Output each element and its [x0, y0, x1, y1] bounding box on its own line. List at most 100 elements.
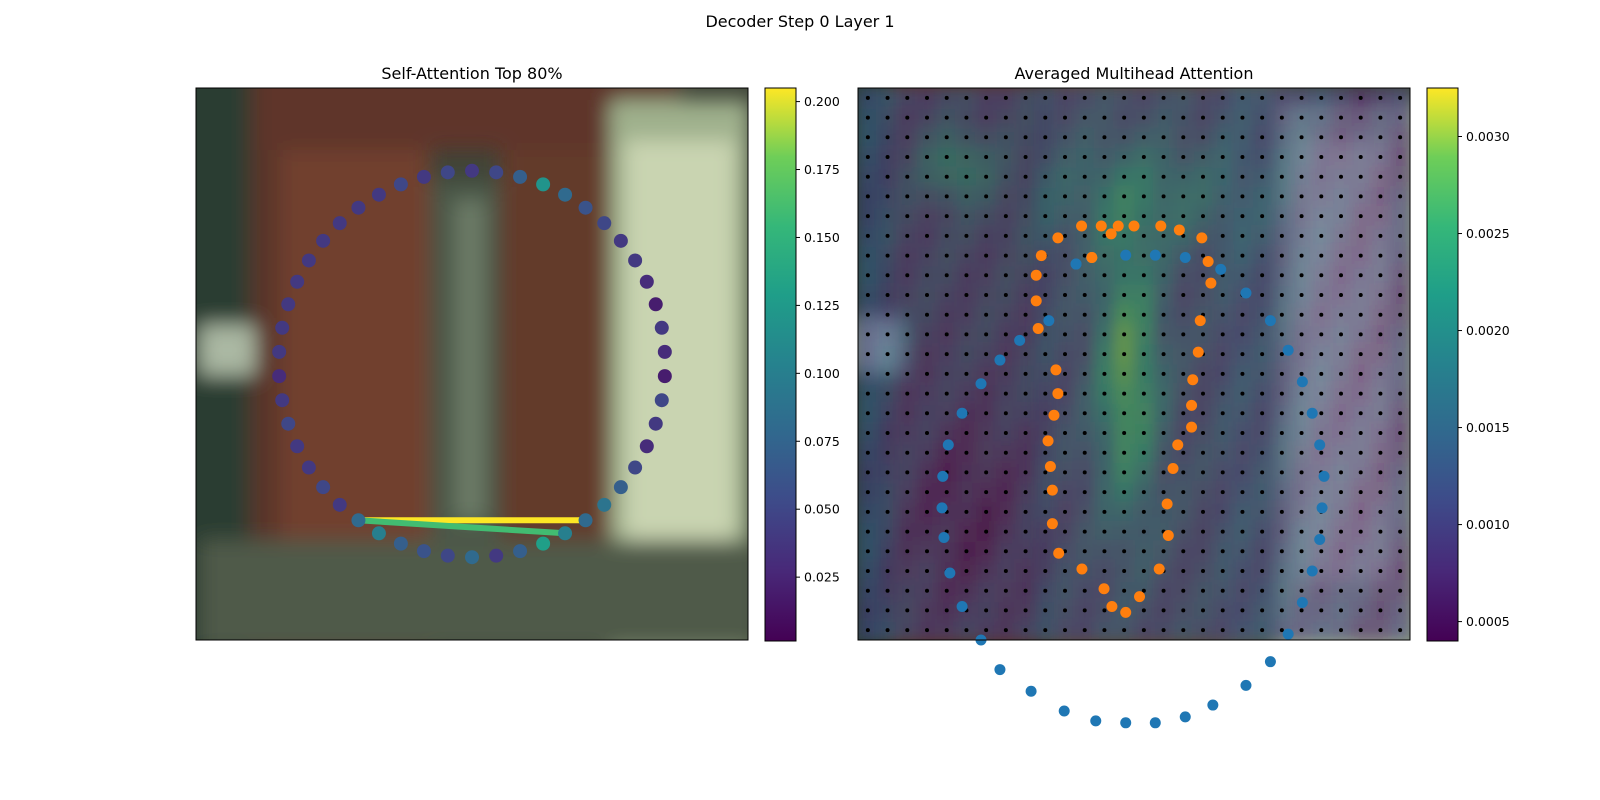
grid-sample-point — [1201, 431, 1205, 435]
grid-sample-point — [1161, 95, 1166, 100]
grid-sample-point — [1319, 450, 1324, 455]
grid-sample-point — [1181, 529, 1186, 534]
grid-sample-point — [1201, 115, 1205, 120]
grid-sample-point — [1299, 174, 1304, 179]
grid-sample-point — [1023, 569, 1028, 573]
grid-sample-point — [885, 529, 890, 534]
grid-sample-point — [885, 115, 890, 120]
grid-sample-point — [1141, 332, 1146, 337]
grid-sample-point — [1240, 490, 1245, 495]
grid-sample-point — [1161, 490, 1166, 495]
grid-sample-point — [1358, 95, 1363, 100]
grid-sample-point — [964, 352, 969, 357]
grid-sample-point — [1043, 115, 1048, 120]
grid-sample-point — [885, 214, 890, 219]
grid-sample-point — [1260, 628, 1265, 633]
grid-sample-point — [1063, 135, 1067, 140]
attention-point-15 — [648, 416, 663, 431]
grid-sample-point — [1181, 411, 1186, 416]
grid-sample-point — [1102, 135, 1107, 140]
grid-sample-point — [1102, 312, 1107, 317]
grid-sample-point — [1122, 509, 1127, 514]
grid-sample-point — [1260, 293, 1265, 297]
grid-sample-point — [1398, 371, 1403, 376]
grid-sample-point — [1240, 588, 1245, 593]
grid-sample-point — [905, 194, 910, 199]
grid-sample-point — [984, 115, 989, 120]
grid-sample-point — [1063, 588, 1067, 593]
grid-sample-point — [1082, 490, 1087, 495]
series-1-point-34 — [1035, 250, 1047, 262]
series-1-point-27 — [1042, 435, 1054, 447]
grid-sample-point — [1201, 569, 1205, 573]
grid-sample-point — [964, 293, 969, 297]
grid-sample-point — [1063, 233, 1067, 238]
grid-sample-point — [1358, 332, 1363, 337]
grid-sample-point — [1299, 628, 1304, 633]
grid-sample-point — [885, 411, 890, 416]
grid-sample-point — [1358, 155, 1363, 159]
grid-sample-point — [925, 470, 929, 475]
grid-sample-point — [1260, 529, 1265, 534]
grid-sample-point — [1378, 135, 1383, 140]
grid-sample-point — [925, 312, 929, 317]
grid-sample-point — [1082, 332, 1087, 337]
grid-sample-point — [1201, 588, 1205, 593]
grid-sample-point — [1201, 470, 1205, 475]
grid-sample-point — [1319, 312, 1324, 317]
grid-sample-point — [1279, 174, 1284, 179]
grid-sample-point — [1043, 273, 1048, 278]
grid-sample-point — [1319, 549, 1324, 554]
grid-sample-point — [1339, 569, 1343, 573]
grid-sample-point — [1181, 273, 1186, 278]
attention-line-1 — [358, 517, 566, 537]
grid-sample-point — [1398, 470, 1403, 475]
sample-point-grid — [865, 95, 1403, 633]
grid-sample-point — [1398, 115, 1403, 120]
left-colorbar-tick-label-1: 0.050 — [804, 502, 840, 517]
grid-sample-point — [964, 470, 969, 475]
grid-sample-point — [1201, 293, 1205, 297]
attention-lines — [358, 517, 586, 537]
grid-sample-point — [925, 628, 929, 633]
attention-point-14 — [654, 393, 669, 408]
grid-sample-point — [1161, 608, 1166, 613]
attention-point-40 — [281, 297, 296, 312]
grid-sample-point — [1220, 293, 1225, 297]
grid-sample-point — [1220, 470, 1225, 475]
grid-sample-point — [1378, 312, 1383, 317]
grid-sample-point — [1398, 391, 1403, 396]
attention-point-38 — [272, 344, 287, 359]
grid-sample-point — [1043, 509, 1048, 514]
grid-sample-point — [1358, 470, 1363, 475]
grid-sample-point — [865, 253, 870, 258]
right-axes-frame — [857, 87, 1411, 641]
grid-sample-point — [1023, 608, 1028, 613]
grid-sample-point — [1141, 450, 1146, 455]
grid-sample-point — [1003, 371, 1008, 376]
grid-sample-point — [1339, 431, 1343, 435]
series-0-point-24 — [1090, 715, 1102, 727]
grid-sample-point — [1260, 273, 1265, 278]
grid-sample-point — [925, 588, 929, 593]
grid-sample-point — [1023, 411, 1028, 416]
grid-sample-point — [1141, 608, 1146, 613]
grid-sample-point — [1181, 95, 1186, 100]
grid-sample-point — [1201, 155, 1205, 159]
grid-sample-point — [1043, 450, 1048, 455]
grid-sample-point — [1279, 115, 1284, 120]
grid-sample-point — [1181, 608, 1186, 613]
grid-sample-point — [1102, 352, 1107, 357]
grid-sample-point — [1063, 95, 1067, 100]
grid-sample-point — [1082, 588, 1087, 593]
grid-sample-point — [1003, 135, 1008, 140]
grid-sample-point — [944, 431, 949, 435]
grid-sample-point — [984, 608, 989, 613]
grid-sample-point — [1299, 431, 1304, 435]
grid-sample-point — [1240, 569, 1245, 573]
grid-sample-point — [1063, 214, 1067, 219]
grid-sample-point — [1201, 529, 1205, 534]
grid-sample-point — [925, 214, 929, 219]
grid-sample-point — [1260, 608, 1265, 613]
